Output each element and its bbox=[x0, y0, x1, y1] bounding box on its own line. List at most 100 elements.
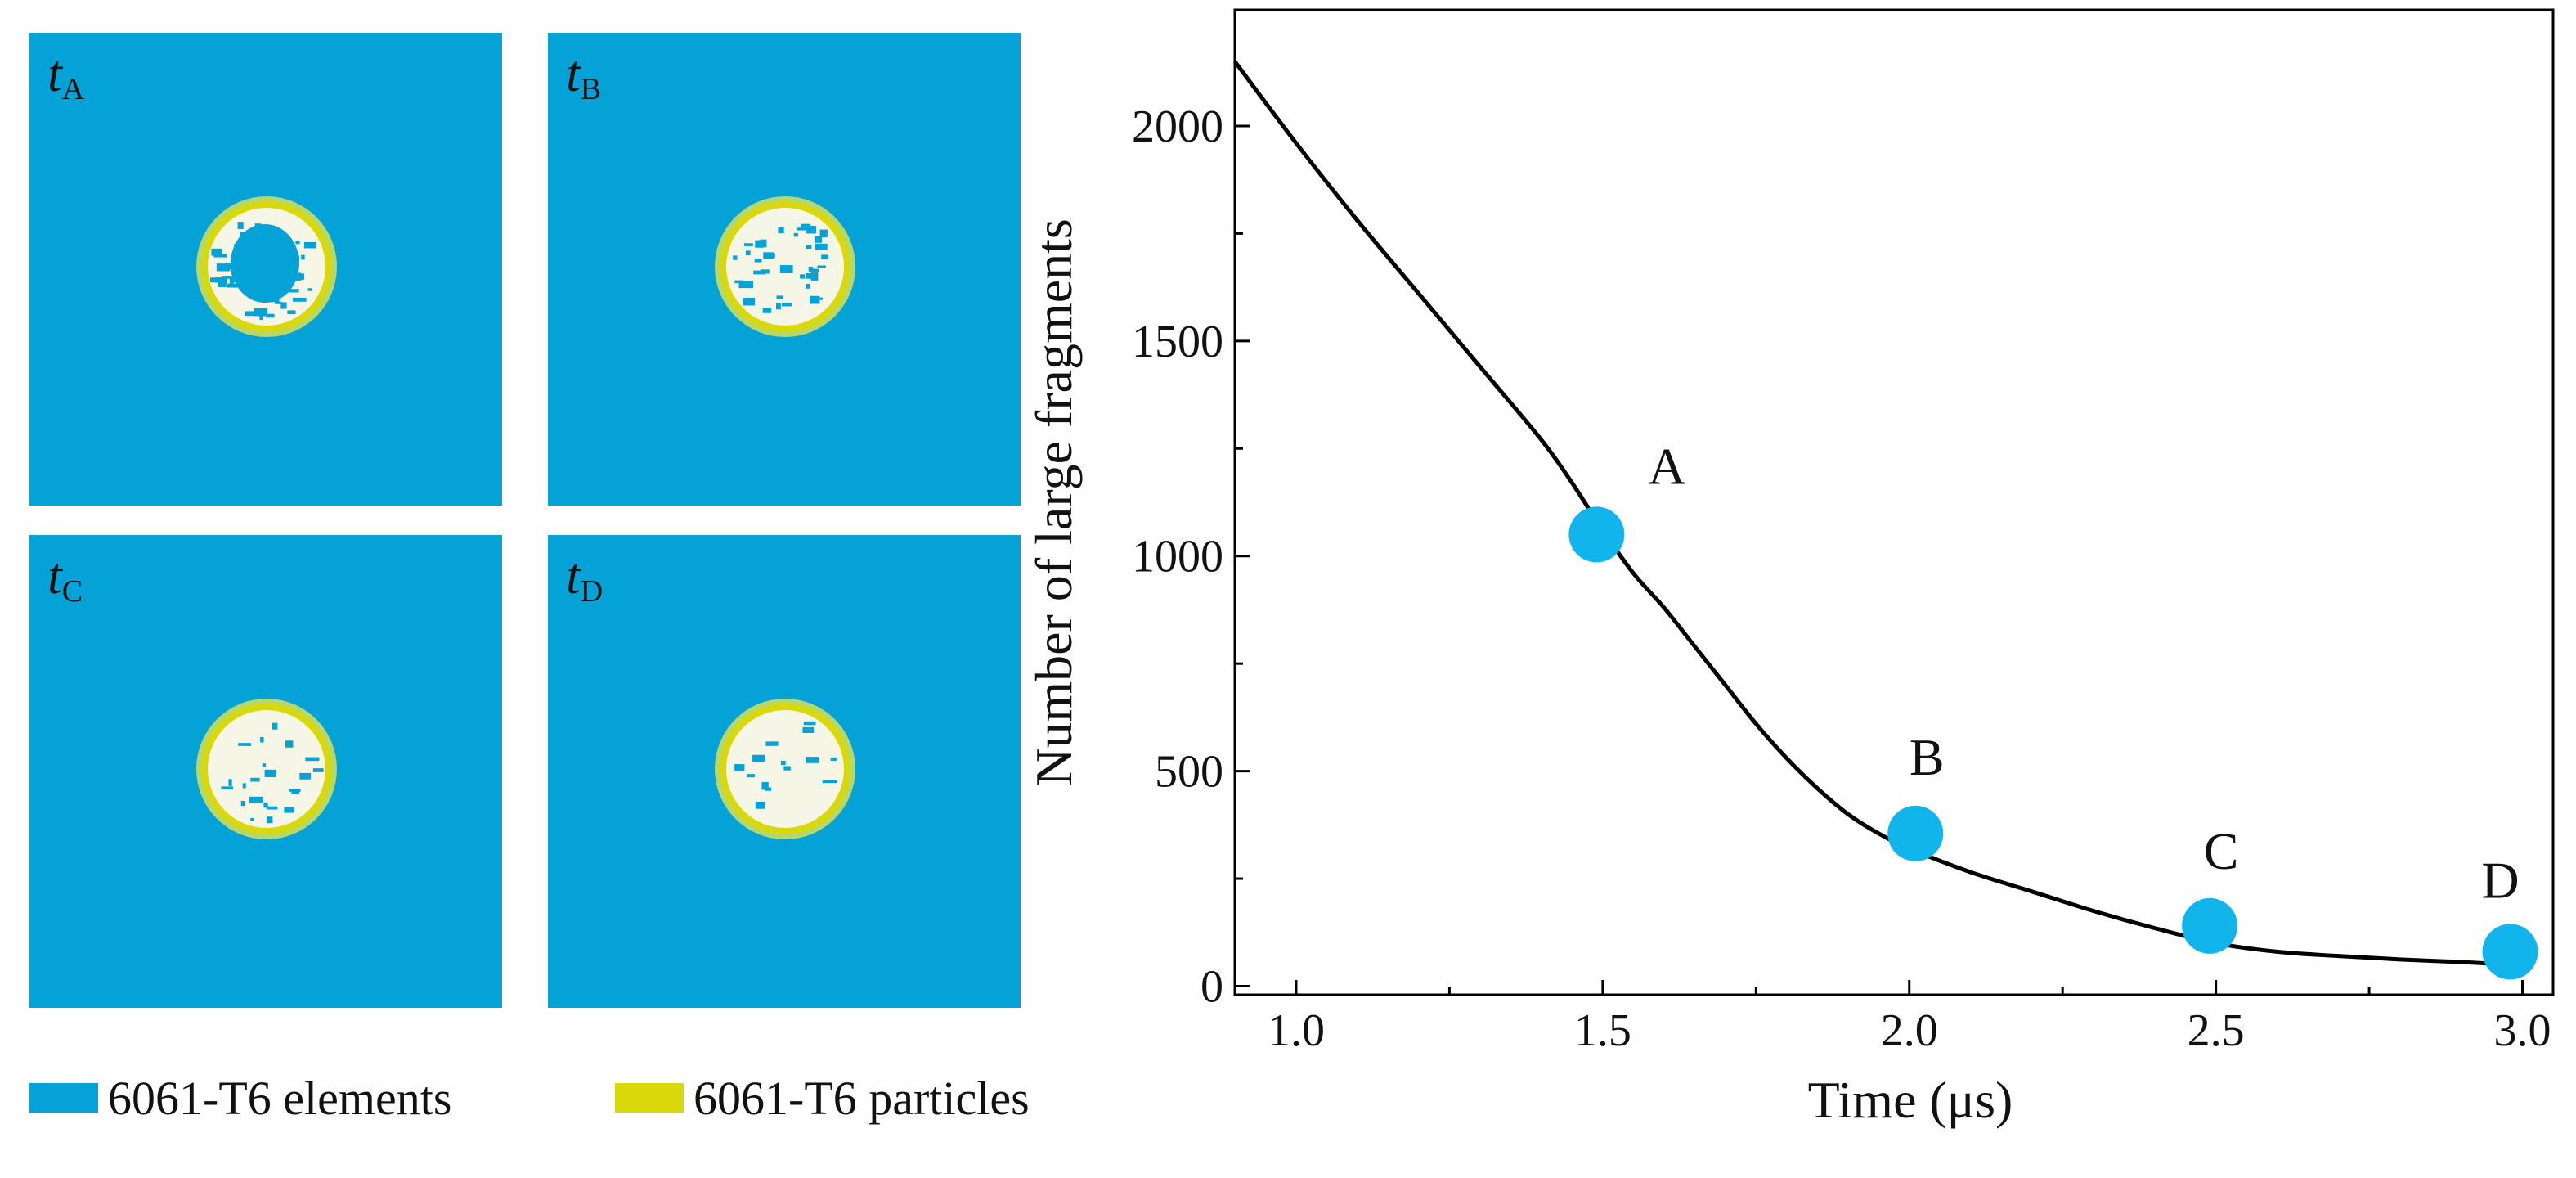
fragment-speck bbox=[783, 766, 791, 771]
impact-zone bbox=[208, 710, 325, 828]
fragment-speck bbox=[734, 280, 743, 284]
fragment-speck bbox=[240, 800, 246, 807]
fragment-speck bbox=[762, 308, 772, 313]
fragment-speck bbox=[808, 267, 814, 272]
fragment-speck bbox=[228, 779, 232, 786]
fragment-speck bbox=[229, 276, 234, 284]
fragment-speck bbox=[755, 240, 764, 248]
y-axis-label: Number of large fragments bbox=[1025, 218, 1083, 786]
series-line bbox=[1233, 60, 2523, 968]
fragment-speck bbox=[293, 297, 307, 302]
marker-label-a: A bbox=[1648, 437, 1685, 495]
fragment-speck bbox=[262, 763, 266, 767]
legend-label-elements: 6061-T6 elements bbox=[108, 1071, 452, 1125]
fragment-speck bbox=[242, 783, 246, 789]
y-tick-label: 1000 bbox=[1132, 532, 1223, 582]
fragment-cluster bbox=[231, 224, 299, 303]
fragment-speck bbox=[272, 722, 278, 730]
fragment-speck bbox=[267, 806, 278, 810]
panel-a-label: tA bbox=[47, 44, 85, 106]
fragment-speck bbox=[216, 263, 229, 272]
fragment-speck bbox=[285, 289, 299, 293]
fragment-speck bbox=[744, 243, 753, 246]
fragment-speck bbox=[780, 760, 786, 766]
fragment-speck bbox=[817, 265, 826, 268]
fragment-speck bbox=[738, 281, 753, 289]
x-tick-label: 1.5 bbox=[1574, 1005, 1631, 1056]
panel-b-label: tB bbox=[566, 44, 602, 106]
fragment-speck bbox=[782, 302, 792, 307]
fragment-speck bbox=[251, 264, 258, 270]
fragment-speck bbox=[227, 283, 239, 288]
fragment-speck bbox=[822, 780, 837, 784]
fragment-speck bbox=[254, 223, 262, 228]
fragment-speck bbox=[291, 789, 300, 794]
fragment-speck bbox=[805, 245, 812, 250]
fragment-speck bbox=[276, 290, 280, 297]
fragment-speck bbox=[734, 764, 745, 771]
fragment-speck bbox=[803, 721, 816, 726]
fragment-speck bbox=[806, 757, 819, 763]
fragment-speck bbox=[745, 250, 751, 256]
fragment-speck bbox=[301, 254, 305, 260]
marker-a bbox=[1568, 506, 1625, 563]
fragments-chart: 0 500 1000 1500 2000 1.0 1.5 2.0 2.5 3.0 A B C D Nu… bbox=[1025, 8, 2555, 1129]
fragment-speck bbox=[211, 248, 222, 256]
fragment-speck bbox=[800, 274, 806, 279]
fragment-speck bbox=[810, 295, 820, 304]
fragment-speck bbox=[287, 310, 296, 315]
y-tick-label: 500 bbox=[1155, 747, 1223, 798]
fragment-speck bbox=[237, 222, 244, 229]
fragment-speck bbox=[251, 254, 260, 258]
fragment-speck bbox=[225, 263, 239, 270]
panel-b-image bbox=[715, 196, 855, 337]
fragment-speck bbox=[765, 741, 779, 746]
fragment-speck bbox=[264, 769, 277, 777]
legend-item-particles: 6061-T6 particles bbox=[615, 1065, 1030, 1131]
fragment-speck bbox=[280, 266, 293, 273]
fragment-speck bbox=[810, 272, 819, 281]
fragment-speck bbox=[793, 232, 798, 237]
fragment-speck bbox=[754, 258, 762, 263]
fragment-speck bbox=[280, 302, 287, 309]
fragment-speck bbox=[778, 227, 784, 234]
fragment-speck bbox=[273, 245, 281, 250]
fragment-speck bbox=[292, 272, 302, 281]
fragment-speck bbox=[234, 243, 246, 250]
fragment-speck bbox=[241, 236, 254, 244]
fragment-speck bbox=[743, 297, 756, 306]
fragment-speck bbox=[752, 754, 765, 762]
fragment-speck bbox=[236, 266, 245, 272]
fragment-speck bbox=[269, 274, 274, 277]
fragment-speck bbox=[761, 781, 769, 790]
fragment-speck bbox=[267, 295, 280, 303]
legend-item-elements: 6061-T6 elements bbox=[29, 1065, 451, 1131]
fragment-speck bbox=[235, 254, 240, 262]
panel-c-label: tC bbox=[47, 546, 83, 609]
x-axis-label: Time (μs) bbox=[1808, 1071, 2013, 1129]
fragment-speck bbox=[285, 740, 294, 748]
fragment-speck bbox=[221, 786, 234, 789]
fragment-speck bbox=[222, 276, 236, 279]
marker-label-c: C bbox=[2204, 822, 2239, 880]
fragment-speck bbox=[299, 772, 312, 780]
marker-d bbox=[2482, 924, 2538, 980]
fragment-speck bbox=[231, 257, 236, 265]
fragment-speck bbox=[765, 787, 772, 791]
fragment-speck bbox=[830, 757, 837, 762]
fragment-speck bbox=[805, 272, 815, 279]
x-tick-label: 3.0 bbox=[2494, 1005, 2551, 1056]
fragment-speck bbox=[250, 817, 254, 821]
fragment-speck bbox=[733, 255, 738, 260]
fragment-speck bbox=[249, 796, 263, 803]
fragment-speck bbox=[259, 315, 263, 321]
fragment-speck bbox=[267, 816, 273, 824]
fragment-speck bbox=[753, 270, 766, 275]
fragment-speck bbox=[258, 290, 271, 294]
fragment-speck bbox=[303, 241, 316, 249]
fragment-speck bbox=[295, 241, 300, 245]
marker-c bbox=[2182, 897, 2238, 954]
panel-t-d: tD bbox=[548, 535, 1021, 1008]
fragment-speck bbox=[289, 789, 301, 792]
fragment-speck bbox=[312, 768, 324, 772]
